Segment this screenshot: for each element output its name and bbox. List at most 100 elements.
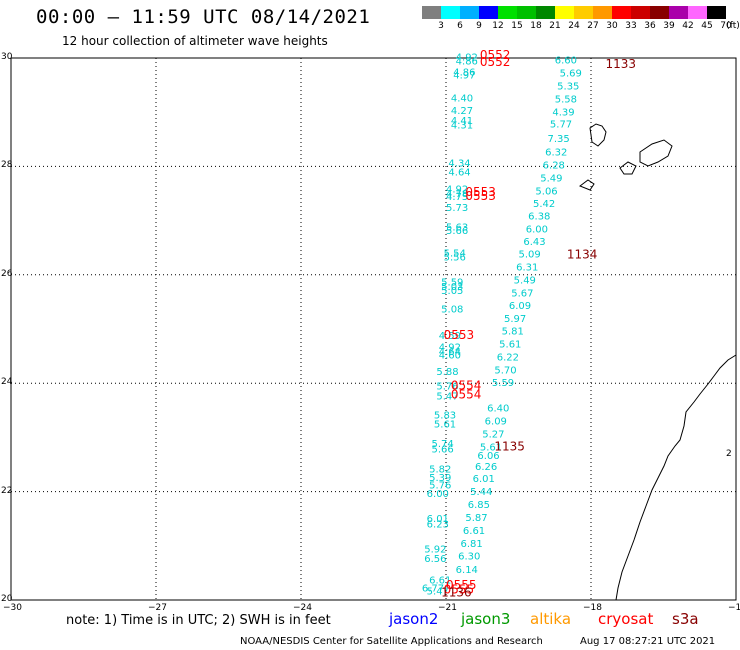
satellite-s3a: s3a	[672, 610, 699, 628]
x-tick-label: −24	[293, 603, 312, 613]
wave-height-value: 5.27	[482, 429, 504, 440]
credit: NOAA/NESDIS Center for Satellite Applica…	[240, 636, 543, 647]
wave-height-value: 6.09	[509, 301, 531, 312]
wave-height-value: 5.49	[540, 174, 562, 185]
wave-height-value: 6.28	[543, 161, 565, 172]
wave-height-value: 6.56	[424, 554, 446, 565]
legend-label: 36	[644, 21, 656, 31]
wave-height-value: 4.59	[439, 331, 461, 342]
legend-label: 30	[606, 21, 618, 31]
wave-height-value: 5.08	[441, 305, 463, 316]
pass-time-label: 0552	[480, 55, 511, 69]
legend-label: 12	[492, 21, 504, 31]
legend-swatch	[441, 6, 460, 19]
wave-height-value: 5.61	[480, 442, 502, 453]
legend-swatch	[479, 6, 498, 19]
wave-height-value: 6.00	[526, 225, 548, 236]
coastline	[578, 123, 737, 601]
legend-label: 27	[587, 21, 599, 31]
wave-height-value: 6.31	[516, 262, 538, 273]
wave-height-value: 5.42	[533, 199, 555, 210]
wave-height-value: 5.70	[494, 365, 516, 376]
wave-height-value: 4.39	[552, 107, 574, 118]
wave-height-value: 4.64	[439, 347, 461, 358]
wave-height-value: 6.61	[429, 576, 451, 587]
legend-swatch	[707, 6, 726, 19]
wave-height-value: 5.49	[514, 275, 536, 286]
legend-swatch	[650, 6, 669, 19]
wave-height-value: 4.40	[451, 93, 473, 104]
wave-height-value: 5.35	[557, 81, 579, 92]
wave-height-value: 5.66	[432, 445, 454, 456]
wave-height-value: 5.61	[499, 339, 521, 350]
legend-swatch	[498, 6, 517, 19]
pass-time-label: 1134	[567, 248, 598, 262]
legend-swatch	[631, 6, 650, 19]
wave-height-value: 6.60	[555, 55, 577, 66]
pass-time-label: 0553	[444, 328, 475, 342]
y-tick-label: 20	[1, 594, 13, 604]
wave-height-value: 5.44	[470, 487, 492, 498]
satellite-altika: altika	[530, 610, 572, 628]
wave-height-value: 6.14	[456, 565, 478, 576]
plot-frame	[10, 57, 737, 601]
legend-swatch	[555, 6, 574, 19]
island-hierro	[578, 179, 595, 191]
wave-height-value: 5.76	[436, 382, 458, 393]
legend-label: 21	[549, 21, 561, 31]
y-tick-label: 28	[1, 160, 13, 171]
legend-swatch	[612, 6, 631, 19]
wave-height-value: 5.58	[555, 94, 577, 105]
wave-height-value: 5.03	[441, 282, 463, 293]
legend-swatch	[536, 6, 555, 19]
wave-height-value: 5.05	[441, 286, 463, 297]
wave-height-value: 6.06	[477, 451, 499, 462]
wave-height-value: 4.86	[456, 57, 478, 68]
wave-height-value: 5.59	[441, 278, 463, 289]
wave-height-value: 5.92	[424, 544, 446, 555]
wave-height-value: 6.77	[422, 583, 444, 594]
page-subtitle: 12 hour collection of altimeter wave hei…	[62, 34, 328, 48]
pass-time-label: 0552	[480, 48, 511, 62]
legend-label: 33	[625, 21, 637, 31]
y-tick-label: 22	[1, 485, 13, 496]
legend-swatch	[593, 6, 612, 19]
x-tick-label: −30	[3, 603, 22, 613]
wave-height-value: 4.34	[448, 158, 470, 169]
wave-height-value: 4.27	[451, 106, 473, 117]
wave-height-value: 6.43	[523, 237, 545, 248]
wave-height-value: 5.81	[502, 326, 524, 337]
wave-height-value: 5.82	[429, 465, 451, 476]
wave-height-value: 6.81	[461, 539, 483, 550]
wave-height-value: 6.61	[463, 526, 485, 537]
legend-swatch	[669, 6, 688, 19]
island-la-palma	[589, 123, 607, 147]
wave-height-value: 6.09	[485, 416, 507, 427]
wave-height-value: 5.56	[444, 253, 466, 264]
pass-time-label: 0553	[465, 185, 496, 199]
wave-height-value: 4.78	[446, 189, 468, 200]
legend-swatch	[517, 6, 536, 19]
legend-label: 6	[457, 21, 463, 31]
wave-height-value: 5.39	[429, 473, 451, 484]
wave-height-value: 6.23	[427, 519, 449, 530]
pass-time-label: 0555	[444, 582, 475, 596]
x-tick-label: −27	[148, 603, 167, 613]
wave-height-value: 5.63	[446, 222, 468, 233]
wave-height-value: 6.85	[468, 500, 490, 511]
island-tenerife	[639, 139, 673, 167]
wave-height-value: 4.41	[451, 116, 473, 127]
satellite-cryosat: cryosat	[598, 610, 654, 628]
legend-label: 15	[511, 21, 523, 31]
wave-height-value: 5.06	[535, 187, 557, 198]
timestamp: Aug 17 08:27:21 UTC 2021	[580, 636, 716, 647]
legend-label: 45	[701, 21, 713, 31]
wave-height-value: 5.97	[504, 314, 526, 325]
legend-label: 9	[476, 21, 482, 31]
legend-label: 18	[530, 21, 542, 31]
wave-height-value: 5.88	[436, 367, 458, 378]
legend-unit: (ft)	[726, 21, 740, 31]
